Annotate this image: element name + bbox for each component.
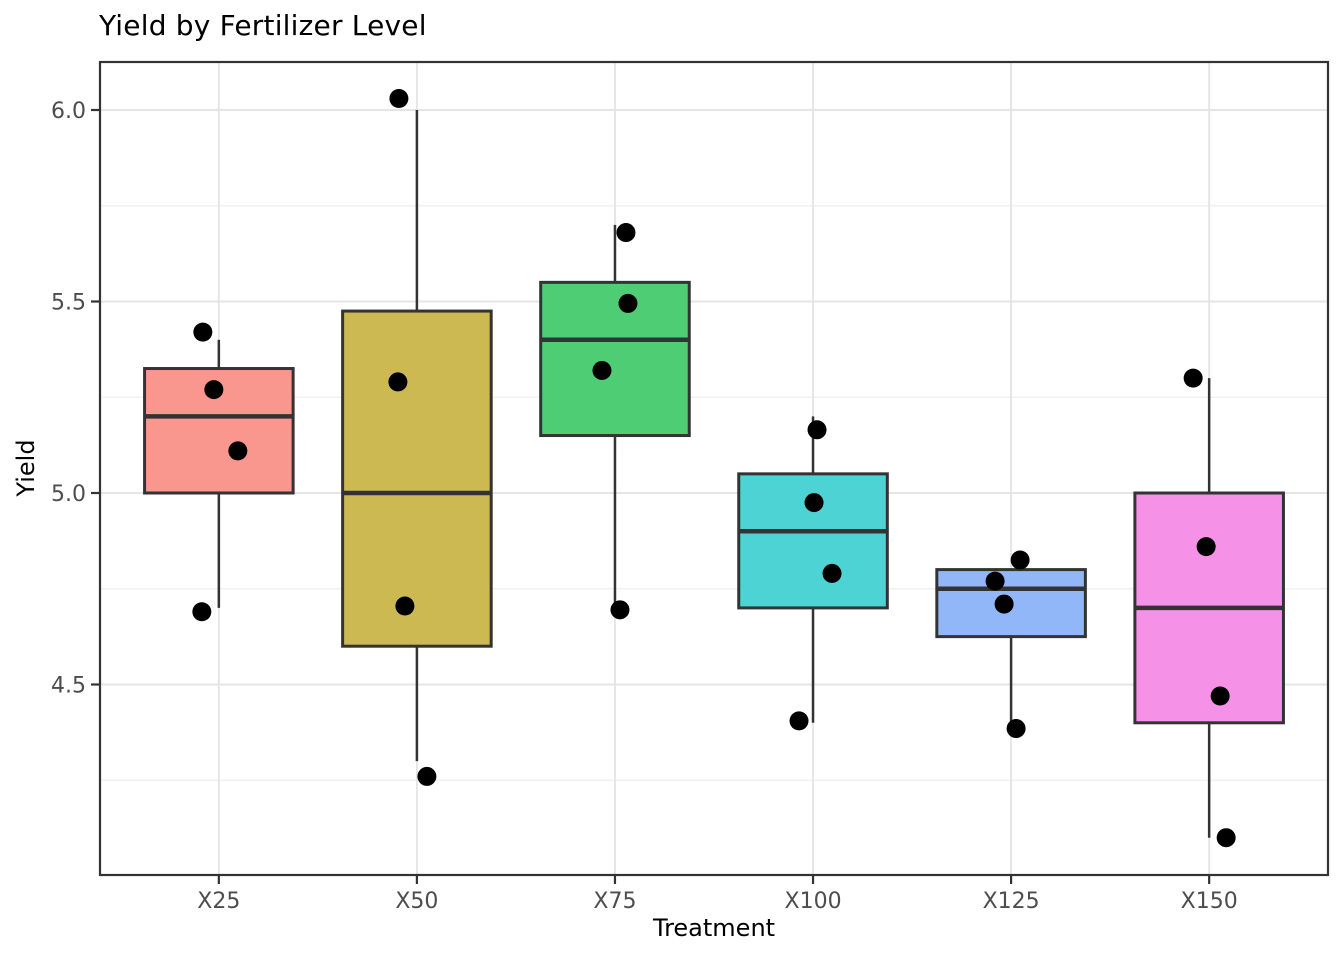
jitter-point-X75 xyxy=(592,360,612,380)
jitter-point-X150 xyxy=(1210,686,1230,706)
x-tick-label: X150 xyxy=(1181,889,1238,914)
x-tick-label: X50 xyxy=(395,889,438,914)
panel-background xyxy=(100,62,1328,875)
chart-title: Yield by Fertilizer Level xyxy=(99,9,427,42)
y-tick-label: 4.5 xyxy=(51,674,86,699)
jitter-point-X75 xyxy=(616,223,636,243)
jitter-point-X75 xyxy=(610,600,630,620)
jitter-point-X50 xyxy=(417,766,437,786)
box-X75 xyxy=(539,280,691,438)
y-tick-label: 6.0 xyxy=(51,99,86,124)
jitter-point-X50 xyxy=(395,596,415,616)
jitter-point-X25 xyxy=(193,322,213,342)
jitter-point-X100 xyxy=(822,563,842,583)
x-axis-title: Treatment xyxy=(652,914,776,942)
jitter-point-X125 xyxy=(1006,719,1026,739)
jitter-point-X125 xyxy=(994,594,1014,614)
panel-border xyxy=(98,60,1330,877)
x-tick-label: X100 xyxy=(785,889,842,914)
jitter-point-X125 xyxy=(1010,550,1030,570)
jitter-point-X150 xyxy=(1196,537,1216,557)
jitter-point-X125 xyxy=(985,571,1005,591)
jitter-point-X150 xyxy=(1183,368,1203,388)
x-tick-label: X125 xyxy=(983,889,1040,914)
y-tick-label: 5.0 xyxy=(51,482,86,507)
x-tick-label: X25 xyxy=(197,889,240,914)
jitter-point-X50 xyxy=(389,89,409,109)
jitter-point-X25 xyxy=(228,441,248,461)
y-axis-title: Yield xyxy=(12,439,40,497)
y-tick-label: 5.5 xyxy=(51,291,86,316)
jitter-point-X100 xyxy=(804,493,824,513)
x-tick-label: X75 xyxy=(593,889,636,914)
jitter-point-X25 xyxy=(192,602,212,622)
jitter-point-X100 xyxy=(807,420,827,440)
jitter-point-X25 xyxy=(204,380,224,400)
jitter-point-X75 xyxy=(618,293,638,313)
jitter-point-X100 xyxy=(789,711,809,731)
jitter-point-X150 xyxy=(1216,828,1236,848)
box-X50 xyxy=(341,309,493,648)
jitter-point-X50 xyxy=(388,372,408,392)
